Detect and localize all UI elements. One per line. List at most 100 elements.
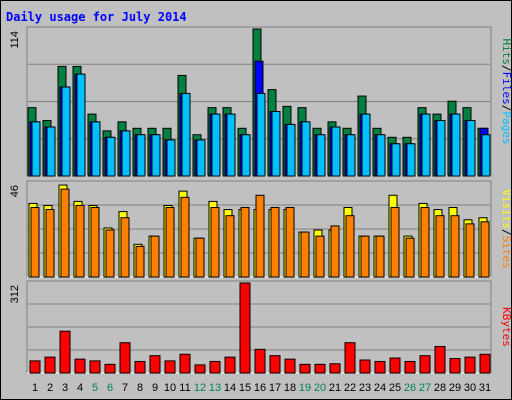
bar-kbytes-day-4 (74, 358, 86, 374)
bar-sites-day-28 (435, 215, 445, 278)
x-tick-day-16: 16 (254, 382, 266, 394)
bar-kbytes-day-8 (134, 360, 146, 374)
bar-pages-day-22 (346, 134, 356, 177)
x-tick-day-13: 13 (209, 382, 221, 394)
bar-sites-day-1 (30, 207, 40, 278)
legend-item-files: Files (500, 72, 512, 105)
bar-kbytes-day-15 (239, 282, 251, 374)
bar-pages-day-29 (451, 113, 461, 177)
bar-pages-day-18 (286, 123, 296, 177)
bar-pages-day-30 (466, 120, 476, 177)
bar-pages-day-8 (136, 134, 146, 177)
bar-sites-day-25 (390, 207, 400, 278)
x-tick-day-25: 25 (389, 382, 401, 394)
bar-sites-day-7 (120, 217, 130, 278)
x-tick-day-29: 29 (449, 382, 461, 394)
x-tick-day-27: 27 (419, 382, 431, 394)
bar-kbytes-day-18 (284, 358, 296, 374)
bar-sites-day-17 (270, 207, 280, 278)
bar-kbytes-day-21 (329, 363, 341, 374)
bar-kbytes-day-14 (224, 356, 236, 374)
bar-sites-day-13 (210, 207, 220, 278)
bar-sites-day-8 (135, 245, 145, 278)
legend-hits-files-pages: Hits/Files/Pages (500, 39, 512, 145)
bar-pages-day-25 (391, 143, 401, 177)
bar-kbytes-day-24 (374, 360, 386, 374)
x-tick-day-10: 10 (164, 382, 176, 394)
bar-pages-day-12 (196, 139, 206, 177)
bar-pages-day-5 (91, 121, 101, 177)
bar-pages-day-23 (361, 113, 371, 177)
bar-kbytes-day-7 (119, 342, 131, 374)
bar-pages-day-28 (436, 120, 446, 177)
bar-pages-day-16 (256, 92, 266, 177)
bar-kbytes-day-25 (389, 357, 401, 374)
bar-kbytes-day-19 (299, 363, 311, 374)
bar-kbytes-day-13 (209, 360, 221, 374)
chart-title: Daily usage for July 2014 (6, 10, 187, 24)
bar-kbytes-day-26 (404, 360, 416, 374)
x-tick-day-22: 22 (344, 382, 356, 394)
bar-pages-day-3 (61, 86, 71, 177)
y-max-label: 46 (9, 185, 21, 197)
bar-kbytes-day-28 (434, 345, 446, 374)
x-tick-day-4: 4 (77, 382, 83, 394)
x-tick-day-20: 20 (314, 382, 326, 394)
bar-kbytes-day-3 (59, 330, 71, 374)
x-tick-day-30: 30 (464, 382, 476, 394)
bar-kbytes-day-22 (344, 342, 356, 374)
bar-sites-day-14 (225, 215, 235, 278)
x-tick-day-2: 2 (47, 382, 53, 394)
x-tick-day-28: 28 (434, 382, 446, 394)
bar-kbytes-day-11 (179, 353, 191, 374)
bar-pages-day-31 (481, 134, 491, 177)
bar-sites-day-2 (45, 209, 55, 278)
legend-item-pages: Pages (500, 111, 512, 144)
legend-separator: / (500, 229, 512, 236)
bar-sites-day-11 (180, 196, 190, 278)
x-tick-day-26: 26 (404, 382, 416, 394)
x-tick-day-15: 15 (239, 382, 251, 394)
bar-sites-day-30 (465, 223, 475, 278)
bar-pages-day-2 (46, 126, 56, 177)
bar-kbytes-day-6 (104, 363, 116, 374)
legend-visits-sites: Visits/Sites (500, 189, 512, 269)
bar-sites-day-26 (405, 237, 415, 278)
bar-kbytes-day-10 (164, 360, 176, 374)
bar-sites-day-19 (300, 231, 310, 278)
x-tick-day-23: 23 (359, 382, 371, 394)
bar-pages-day-19 (301, 121, 311, 177)
x-tick-day-3: 3 (62, 382, 68, 394)
bar-kbytes-day-5 (89, 360, 101, 374)
x-tick-day-14: 14 (224, 382, 236, 394)
y-max-label: 114 (9, 31, 21, 49)
bar-sites-day-22 (345, 215, 355, 278)
bar-pages-day-24 (376, 134, 386, 177)
bar-pages-day-15 (241, 134, 251, 177)
bar-pages-day-4 (76, 73, 86, 177)
bar-sites-day-5 (90, 207, 100, 278)
bar-sites-day-16 (255, 194, 265, 278)
bar-pages-day-14 (226, 113, 236, 177)
bar-kbytes-day-29 (449, 358, 461, 374)
legend-separator: / (500, 105, 512, 112)
legend-item-visits: Visits (500, 189, 512, 229)
bar-sites-day-27 (420, 207, 430, 278)
bar-pages-day-10 (166, 139, 176, 177)
x-tick-day-1: 1 (32, 382, 38, 394)
panel-hits-files-pages: 114 Hits/Files/Pages (9, 26, 512, 177)
bar-pages-day-6 (106, 136, 116, 177)
bar-kbytes-day-9 (149, 355, 161, 374)
bar-pages-day-20 (316, 134, 326, 177)
x-tick-day-7: 7 (122, 382, 128, 394)
bar-kbytes-day-30 (464, 356, 476, 374)
bar-sites-day-4 (75, 204, 85, 278)
x-tick-day-11: 11 (179, 382, 190, 394)
x-tick-day-17: 17 (269, 382, 281, 394)
x-tick-day-9: 9 (152, 382, 158, 394)
bar-kbytes-day-23 (359, 359, 371, 374)
bar-sites-day-31 (480, 221, 490, 278)
y-max-label: 312 (9, 285, 21, 303)
bar-pages-day-13 (211, 113, 221, 177)
